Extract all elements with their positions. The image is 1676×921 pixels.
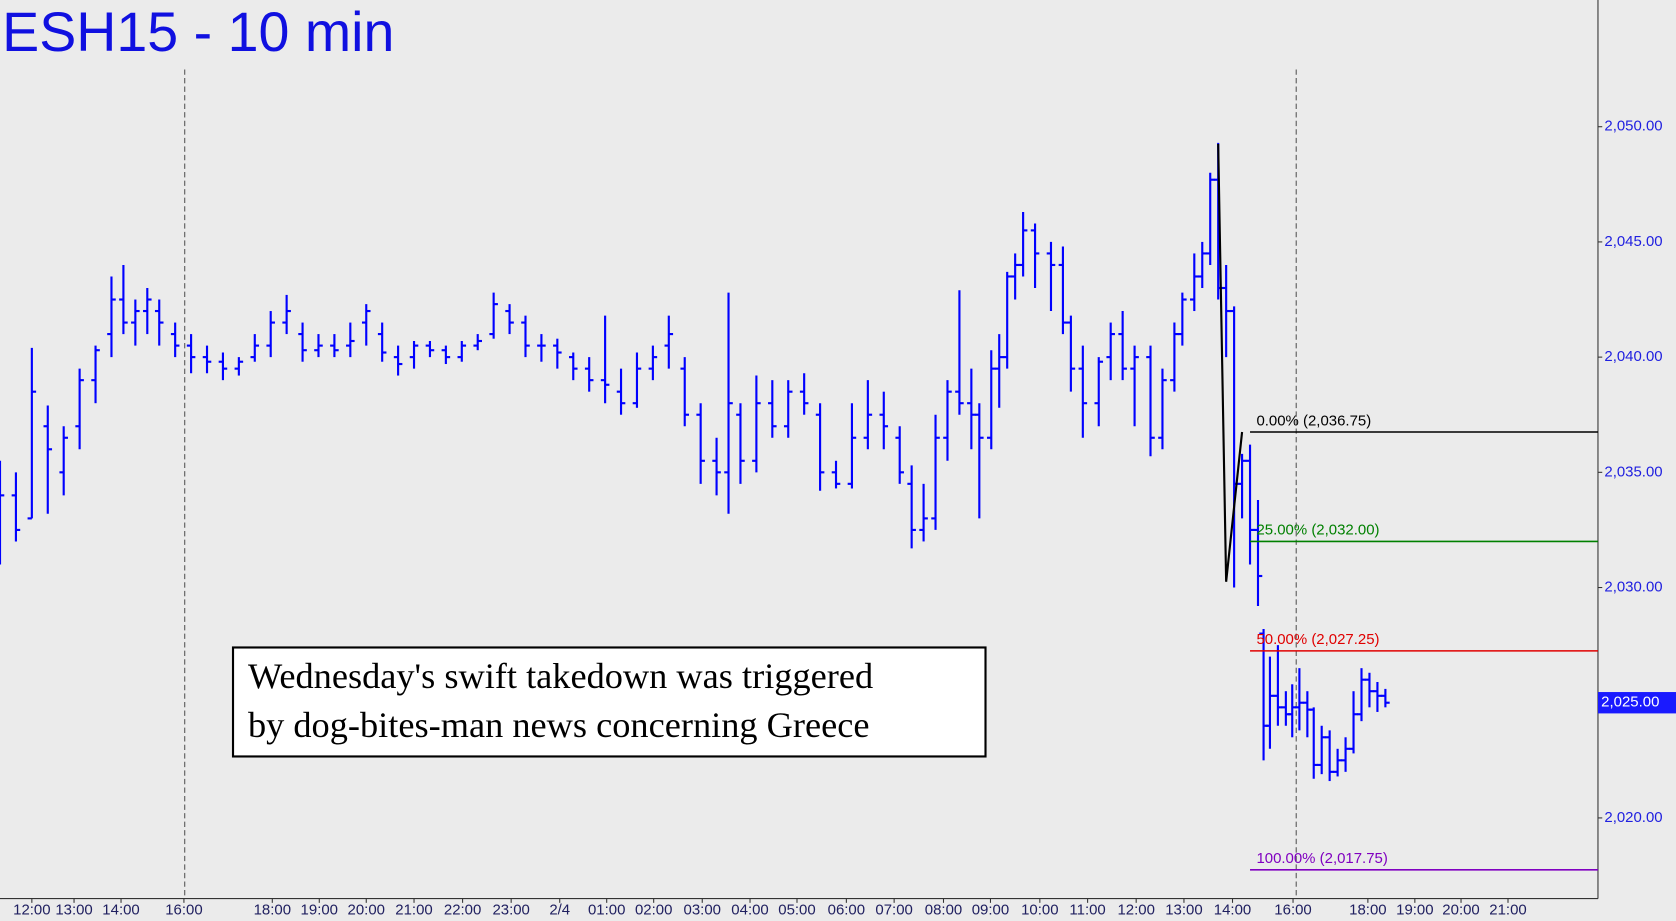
- x-tick-label: 07:00: [875, 901, 912, 918]
- x-tick-label: 05:00: [778, 901, 815, 918]
- y-tick-label: 2,040.00: [1604, 348, 1662, 365]
- x-tick-label: 08:00: [925, 901, 962, 918]
- last-price-tag: [1597, 692, 1676, 714]
- level-label: 50.00% (2,027.25): [1256, 631, 1379, 648]
- x-tick-label: 11:00: [1069, 901, 1105, 918]
- x-tick-label: 01:00: [588, 901, 625, 918]
- x-tick-label: 19:00: [1396, 901, 1433, 918]
- x-tick-label: 10:00: [1021, 901, 1058, 918]
- annotation-line: by dog-bites-man news concerning Greece: [248, 705, 870, 745]
- level-label: 25.00% (2,032.00): [1256, 522, 1379, 539]
- y-tick-label: 2,050.00: [1604, 118, 1662, 135]
- annotation-line: Wednesday's swift takedown was triggered: [248, 656, 873, 696]
- x-tick-label: 16:00: [1274, 901, 1311, 918]
- x-tick-label: 23:00: [492, 901, 529, 918]
- x-tick-label: 13:00: [1165, 901, 1202, 918]
- y-tick-label: 2,020.00: [1604, 809, 1662, 826]
- x-tick-label: 13:00: [55, 901, 92, 918]
- y-tick-label: 2,035.00: [1604, 463, 1662, 480]
- x-tick-label: 02:00: [635, 901, 672, 918]
- x-tick-label: 03:00: [684, 901, 721, 918]
- x-tick-label: 14:00: [102, 901, 139, 918]
- x-tick-label: 18:00: [254, 901, 291, 918]
- x-tick-label: 06:00: [828, 901, 865, 918]
- x-tick-label: 20:00: [348, 901, 385, 918]
- x-tick-label: 16:00: [165, 901, 202, 918]
- x-tick-label: 12:00: [13, 901, 50, 918]
- x-tick-label: 12:00: [1117, 901, 1154, 918]
- x-tick-label: 18:00: [1349, 901, 1386, 918]
- x-tick-label: 22:00: [444, 901, 481, 918]
- x-tick-label: 21:00: [1489, 901, 1526, 918]
- chart-title: ESH15 - 10 min: [2, 1, 394, 63]
- x-tick-label: 2/4: [549, 901, 570, 918]
- x-tick-label: 21:00: [395, 901, 432, 918]
- x-tick-label: 20:00: [1442, 901, 1479, 918]
- last-price-label: 2,025.00: [1601, 694, 1659, 711]
- plot: 0.00% (2,036.75) 25.00% (2,032.00) 50.00% …: [0, 69, 1598, 899]
- y-tick-label: 2,030.00: [1604, 578, 1662, 595]
- x-tick-label: 19:00: [301, 901, 338, 918]
- x-tick-label: 04:00: [731, 901, 768, 918]
- x-tick-label: 09:00: [972, 901, 1009, 918]
- swing-line: [1217, 143, 1244, 582]
- annotation-box: [231, 646, 987, 758]
- level-label: 100.00% (2,017.75): [1256, 850, 1387, 867]
- y-tick-label: 2,045.00: [1604, 233, 1662, 250]
- level-label: 0.00% (2,036.75): [1256, 412, 1371, 429]
- x-tick-label: 14:00: [1214, 901, 1251, 918]
